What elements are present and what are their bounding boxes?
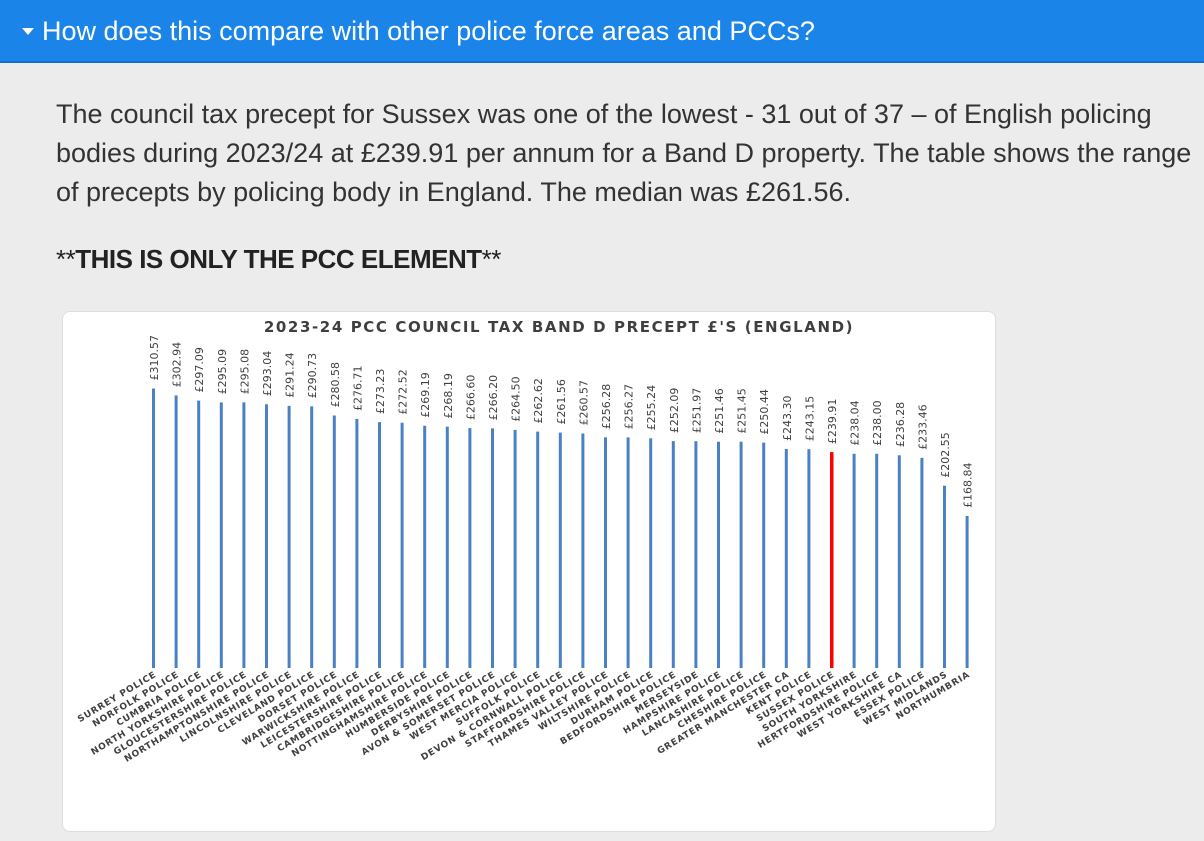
bar-19	[581, 433, 585, 668]
value-label-0: £310.57	[148, 335, 161, 381]
section-title: How does this compare with other police …	[42, 15, 815, 46]
value-label-21: £256.27	[623, 384, 636, 430]
value-label-31: £238.04	[849, 400, 862, 446]
pcc-element-note: **THIS IS ONLY THE PCC ELEMENT**	[56, 244, 501, 275]
bar-33	[897, 455, 901, 668]
bar-8	[332, 415, 336, 668]
bar-31	[852, 453, 856, 668]
value-label-29: £243.15	[803, 396, 816, 442]
value-label-14: £266.60	[464, 375, 477, 421]
value-label-13: £268.19	[442, 373, 455, 419]
bar-16	[513, 429, 517, 668]
bar-29	[807, 449, 811, 668]
value-label-19: £260.57	[577, 380, 590, 426]
bar-4	[242, 402, 246, 668]
summary-paragraph: The council tax precept for Sussex was o…	[56, 99, 1192, 207]
value-label-36: £168.84	[962, 463, 975, 509]
value-label-11: £272.52	[397, 369, 410, 415]
value-label-30: £239.91	[826, 399, 839, 445]
value-label-20: £256.28	[600, 384, 613, 430]
bar-35	[943, 485, 946, 668]
bar-10	[378, 422, 381, 668]
value-label-22: £255.24	[645, 385, 658, 431]
note-text: THIS IS ONLY THE PCC ELEMENT	[75, 244, 482, 274]
value-label-10: £273.23	[374, 369, 387, 415]
section-header-toggle[interactable]: How does this compare with other police …	[0, 0, 1204, 63]
value-label-23: £252.09	[668, 388, 681, 434]
value-label-7: £290.73	[306, 353, 319, 399]
bar-9	[355, 419, 359, 668]
bar-34	[920, 457, 924, 668]
value-label-2: £297.09	[193, 347, 206, 393]
bar-3	[219, 402, 223, 668]
bar-21	[626, 437, 630, 668]
bar-18	[558, 432, 562, 668]
bar-14	[468, 428, 472, 668]
value-label-35: £202.55	[939, 432, 952, 478]
value-label-9: £276.71	[351, 366, 364, 412]
value-label-8: £280.58	[329, 362, 342, 408]
bar-22	[649, 438, 653, 668]
value-label-28: £243.30	[781, 396, 794, 442]
value-label-4: £295.08	[238, 349, 251, 395]
value-label-18: £261.56	[555, 379, 568, 425]
bar-7	[310, 406, 314, 668]
bar-17	[536, 431, 540, 668]
bar-27	[762, 442, 766, 668]
value-label-1: £302.94	[171, 342, 184, 388]
value-label-27: £250.44	[758, 389, 771, 435]
value-label-15: £266.20	[487, 375, 500, 421]
bar-11	[400, 422, 404, 668]
note-prefix: **	[56, 244, 76, 274]
bar-6	[287, 405, 291, 668]
value-label-17: £262.62	[532, 378, 545, 424]
bar-25	[717, 441, 720, 668]
value-label-33: £236.28	[894, 402, 907, 448]
bar-5	[265, 404, 268, 668]
precept-chart-card: 2023-24 PCC COUNCIL TAX BAND D PRECEPT £…	[62, 311, 996, 832]
value-label-25: £251.46	[713, 388, 726, 434]
bar-23	[671, 441, 675, 668]
value-label-32: £238.00	[871, 400, 884, 446]
bar-30	[830, 452, 834, 668]
value-label-34: £233.46	[916, 404, 929, 450]
bar-36	[965, 516, 969, 668]
bar-32	[875, 453, 879, 668]
bar-12	[423, 425, 427, 668]
caret-down-icon[interactable]	[22, 28, 34, 35]
bar-15	[491, 428, 494, 668]
bar-1	[174, 395, 178, 668]
bar-26	[739, 441, 743, 668]
value-label-24: £251.97	[690, 388, 703, 434]
bar-13	[445, 426, 449, 668]
chart-title: 2023-24 PCC COUNCIL TAX BAND D PRECEPT £…	[263, 318, 855, 336]
value-label-26: £251.45	[736, 388, 749, 434]
value-label-16: £264.50	[510, 376, 523, 422]
value-label-12: £269.19	[419, 372, 432, 418]
note-suffix: **	[481, 244, 502, 274]
value-label-6: £291.24	[284, 352, 297, 398]
bar-0	[152, 388, 155, 668]
bar-24	[694, 441, 698, 668]
bar-2	[197, 400, 201, 668]
bar-28	[784, 449, 788, 668]
bar-20	[604, 437, 607, 668]
value-label-3: £295.09	[216, 349, 229, 395]
value-label-5: £293.04	[261, 351, 274, 397]
